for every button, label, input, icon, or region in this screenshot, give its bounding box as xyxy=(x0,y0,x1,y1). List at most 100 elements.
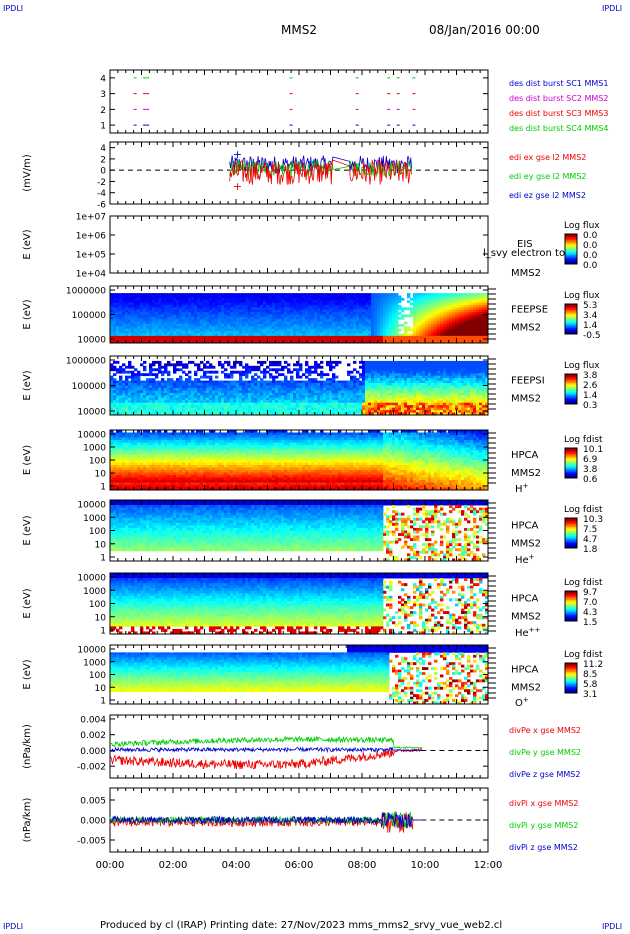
feepse-cell xyxy=(278,302,282,306)
feepse-cell xyxy=(434,312,438,315)
feepsi-cell xyxy=(296,405,300,409)
feepse-cell xyxy=(368,312,372,315)
feepsi-cell xyxy=(164,370,168,374)
feepse-cell xyxy=(476,340,480,344)
feepsi-cell xyxy=(110,387,114,391)
feepse-cell xyxy=(416,338,420,342)
feepsi-cell xyxy=(122,397,126,401)
feepse-cell xyxy=(275,316,279,320)
feepsi-cell xyxy=(116,368,120,372)
feepse-cell xyxy=(323,300,327,304)
feepse-cell xyxy=(455,297,459,301)
feepsi-cell xyxy=(245,407,249,411)
feepsi-cell xyxy=(125,370,129,374)
feepse-cell xyxy=(260,319,264,323)
feepsi-cell xyxy=(119,383,123,386)
feepsi-cell xyxy=(260,363,264,367)
feepse-cell xyxy=(458,302,462,306)
feepsi-cell xyxy=(275,405,279,409)
feepse-cell xyxy=(329,302,333,306)
feepse-cell xyxy=(167,333,171,337)
feepsi-cell xyxy=(401,407,405,411)
feepsi-cell xyxy=(371,373,375,377)
feepse-cell xyxy=(206,295,210,299)
feepsi-cell xyxy=(251,383,255,386)
feepsi-cell xyxy=(167,402,171,406)
feepse-cell xyxy=(314,319,318,323)
feepsi-cell xyxy=(170,387,174,391)
feepsi-cell xyxy=(209,378,213,381)
feepse-cell xyxy=(383,314,387,318)
feepsi-cell xyxy=(383,412,387,416)
feepse-cell xyxy=(482,326,486,330)
feepse-cell xyxy=(320,293,324,296)
feepse-cell xyxy=(242,302,246,306)
feepsi-cell xyxy=(224,385,228,389)
feepsi-cell xyxy=(305,405,309,409)
feepsi-cell xyxy=(398,363,402,367)
feepse-cell xyxy=(377,305,381,308)
feepsi-cell xyxy=(239,397,243,401)
feepse-cell xyxy=(341,295,345,299)
feepse-cell xyxy=(239,302,243,306)
feepsi-cell xyxy=(152,378,156,381)
feepsi-cell xyxy=(380,373,384,377)
feepsi-cell xyxy=(119,392,123,396)
feepse-cell xyxy=(182,319,186,323)
feepsi-cell xyxy=(176,395,180,399)
feepsi-cell xyxy=(350,378,354,381)
feepse-cell xyxy=(365,300,369,304)
feepse-cell xyxy=(239,338,243,342)
feepsi-cell xyxy=(383,370,387,374)
feepsi-cell xyxy=(239,380,243,384)
feepse-cell xyxy=(317,333,321,337)
feepsi-cell xyxy=(305,375,309,379)
feepsi-cell xyxy=(197,397,201,401)
feepsi-cell xyxy=(218,397,222,401)
feepsi-cell xyxy=(179,390,183,394)
feepse-cell xyxy=(329,305,333,308)
feepse-cell xyxy=(404,331,408,334)
feepsi-cell xyxy=(209,410,213,413)
feepse-cell xyxy=(344,331,348,334)
feepse-cell xyxy=(281,305,285,308)
feepsi-cell xyxy=(134,400,138,404)
feepse-cell xyxy=(227,326,231,330)
feepse-cell xyxy=(224,307,228,311)
feepse-cell xyxy=(386,340,390,344)
feepsi-cell xyxy=(209,370,213,374)
feepsi-cell xyxy=(161,410,165,413)
feepse-cell xyxy=(242,307,246,311)
feepse-cell xyxy=(323,309,327,313)
feepsi-cell xyxy=(233,400,237,404)
feepse-cell xyxy=(329,297,333,301)
edi-marker-plus-red: + xyxy=(233,180,242,193)
feepse-cell xyxy=(464,312,468,315)
feepse-cell xyxy=(422,328,426,332)
feepsi-cell xyxy=(122,395,126,399)
feepse-cell xyxy=(128,293,132,296)
feepsi-cell xyxy=(389,407,393,411)
feepsi-cell xyxy=(359,385,363,389)
feepse-cell xyxy=(140,328,144,332)
feepsi-cell xyxy=(209,397,213,401)
feepse-cell xyxy=(218,324,222,327)
feepse-cell xyxy=(122,293,126,296)
feepsi-cell xyxy=(152,387,156,391)
feepse-cell xyxy=(476,312,480,315)
feepse-cell xyxy=(299,324,303,327)
feepse-cell xyxy=(176,305,180,308)
feepse-cell xyxy=(200,302,204,306)
feepse-cell xyxy=(326,324,330,327)
feepse-cell xyxy=(278,307,282,311)
feepsi-cell xyxy=(371,368,375,372)
feepsi-cell xyxy=(263,402,267,406)
feepse-cell xyxy=(134,316,138,320)
feepse-cell xyxy=(158,328,162,332)
feepsi-cell xyxy=(236,392,240,396)
feepsi-cell xyxy=(248,385,252,389)
feepsi-cell xyxy=(119,400,123,404)
feepsi-cell xyxy=(377,368,381,372)
feepse-cell xyxy=(113,309,117,313)
feepsi-cell xyxy=(344,402,348,406)
